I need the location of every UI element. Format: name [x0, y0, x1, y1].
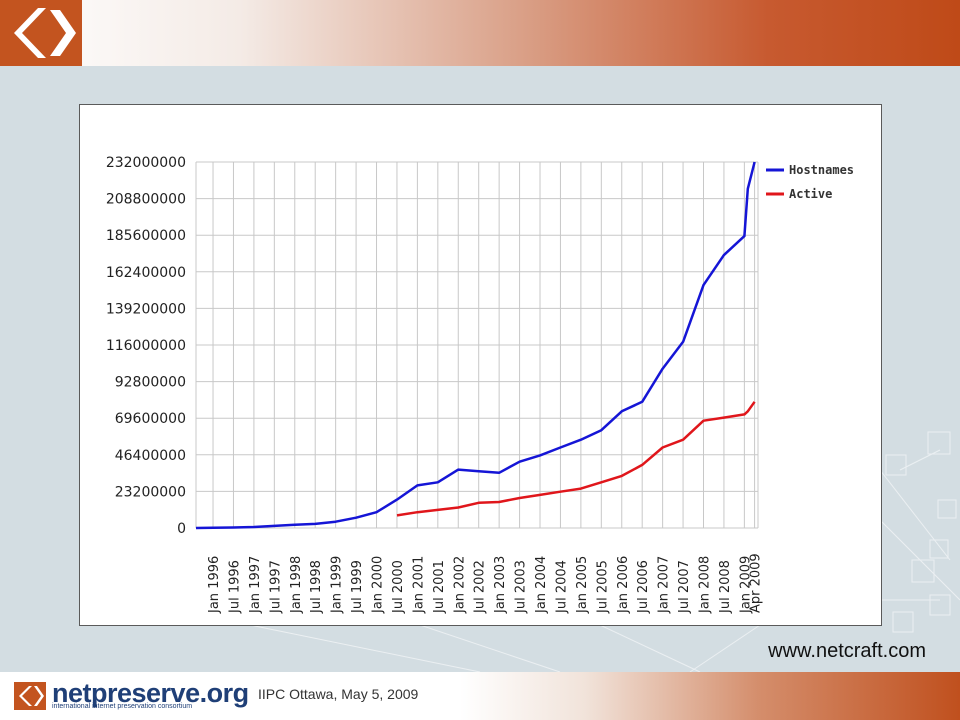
x-tick-label: Jul 2003 [514, 560, 529, 614]
x-tick-label: Jul 2000 [391, 560, 406, 614]
y-tick-label: 162400000 [106, 265, 186, 281]
x-tick-label: Jan 2007 [657, 556, 672, 614]
source-credit: www.netcraft.com [768, 640, 926, 662]
footer-stripe [460, 672, 960, 720]
legend-label-active: Active [789, 187, 832, 201]
x-tick-label: Jul 2002 [473, 560, 488, 614]
footer-bar [0, 672, 960, 720]
footer-logo [14, 682, 46, 710]
x-tick-label: Jul 2007 [677, 560, 692, 614]
x-tick-label: Jul 1998 [309, 560, 324, 614]
y-tick-label: 185600000 [106, 228, 186, 244]
x-tick-label: Jan 2005 [575, 556, 590, 614]
x-tick-label: Jan 2001 [411, 556, 426, 614]
x-tick-label: Jan 1996 [207, 556, 222, 614]
x-tick-label: Jul 2006 [636, 560, 651, 614]
line-chart: 0 23200000 46400000 69600000 92800000 1160000… [106, 155, 854, 614]
angle-brackets-logo-icon [19, 686, 44, 706]
x-tick-label: Jul 2005 [595, 560, 610, 614]
x-tick-label: Jul 1996 [227, 560, 242, 614]
x-tick-label: Jan 2006 [616, 556, 631, 614]
x-tick-label: Jul 1999 [350, 560, 365, 614]
y-tick-label: 116000000 [106, 338, 186, 354]
x-tick-label: Jul 2008 [718, 560, 733, 614]
header-banner [0, 0, 960, 66]
x-tick-label: Jul 2001 [432, 560, 447, 614]
series-line-hostnames [195, 161, 756, 530]
x-tick-label: Jan 1997 [248, 556, 263, 614]
x-tick-label: Jan 2002 [452, 556, 467, 614]
y-tick-label: 69600000 [115, 411, 186, 427]
legend-label-hostnames: Hostnames [789, 163, 854, 177]
y-tick-label: 23200000 [115, 484, 186, 500]
y-tick-label: 46400000 [115, 448, 186, 464]
x-tick-label: Jan 1999 [330, 556, 345, 614]
brand-tagline: international internet preservation cons… [52, 703, 193, 710]
angle-brackets-logo-icon [0, 0, 82, 66]
x-tick-label: Jan 2004 [534, 556, 549, 614]
x-tick-label: Jan 2009 [738, 556, 753, 614]
x-tick-label: Jul 1997 [268, 560, 283, 614]
y-tick-label: 139200000 [106, 301, 186, 317]
event-caption: IIPC Ottawa, May 5, 2009 [258, 686, 419, 702]
x-tick-label: Jan 2000 [371, 556, 386, 614]
x-tick-label: Apr 2009 [749, 553, 764, 613]
chart-panel: 0 23200000 46400000 69600000 92800000 1160000… [79, 104, 882, 626]
brand-name: netpreserve.org [52, 678, 249, 708]
y-tick-label: 92800000 [115, 375, 186, 391]
x-tick-label: Jan 2008 [698, 556, 713, 614]
series-line-active [396, 401, 756, 517]
y-tick-label: 208800000 [106, 192, 186, 208]
y-tick-label: 0 [177, 521, 186, 537]
x-tick-label: Jan 1998 [289, 556, 304, 614]
x-tick-label: Jan 2003 [493, 556, 508, 614]
x-tick-label: Jul 2004 [554, 560, 569, 614]
y-tick-label: 232000000 [106, 155, 186, 171]
